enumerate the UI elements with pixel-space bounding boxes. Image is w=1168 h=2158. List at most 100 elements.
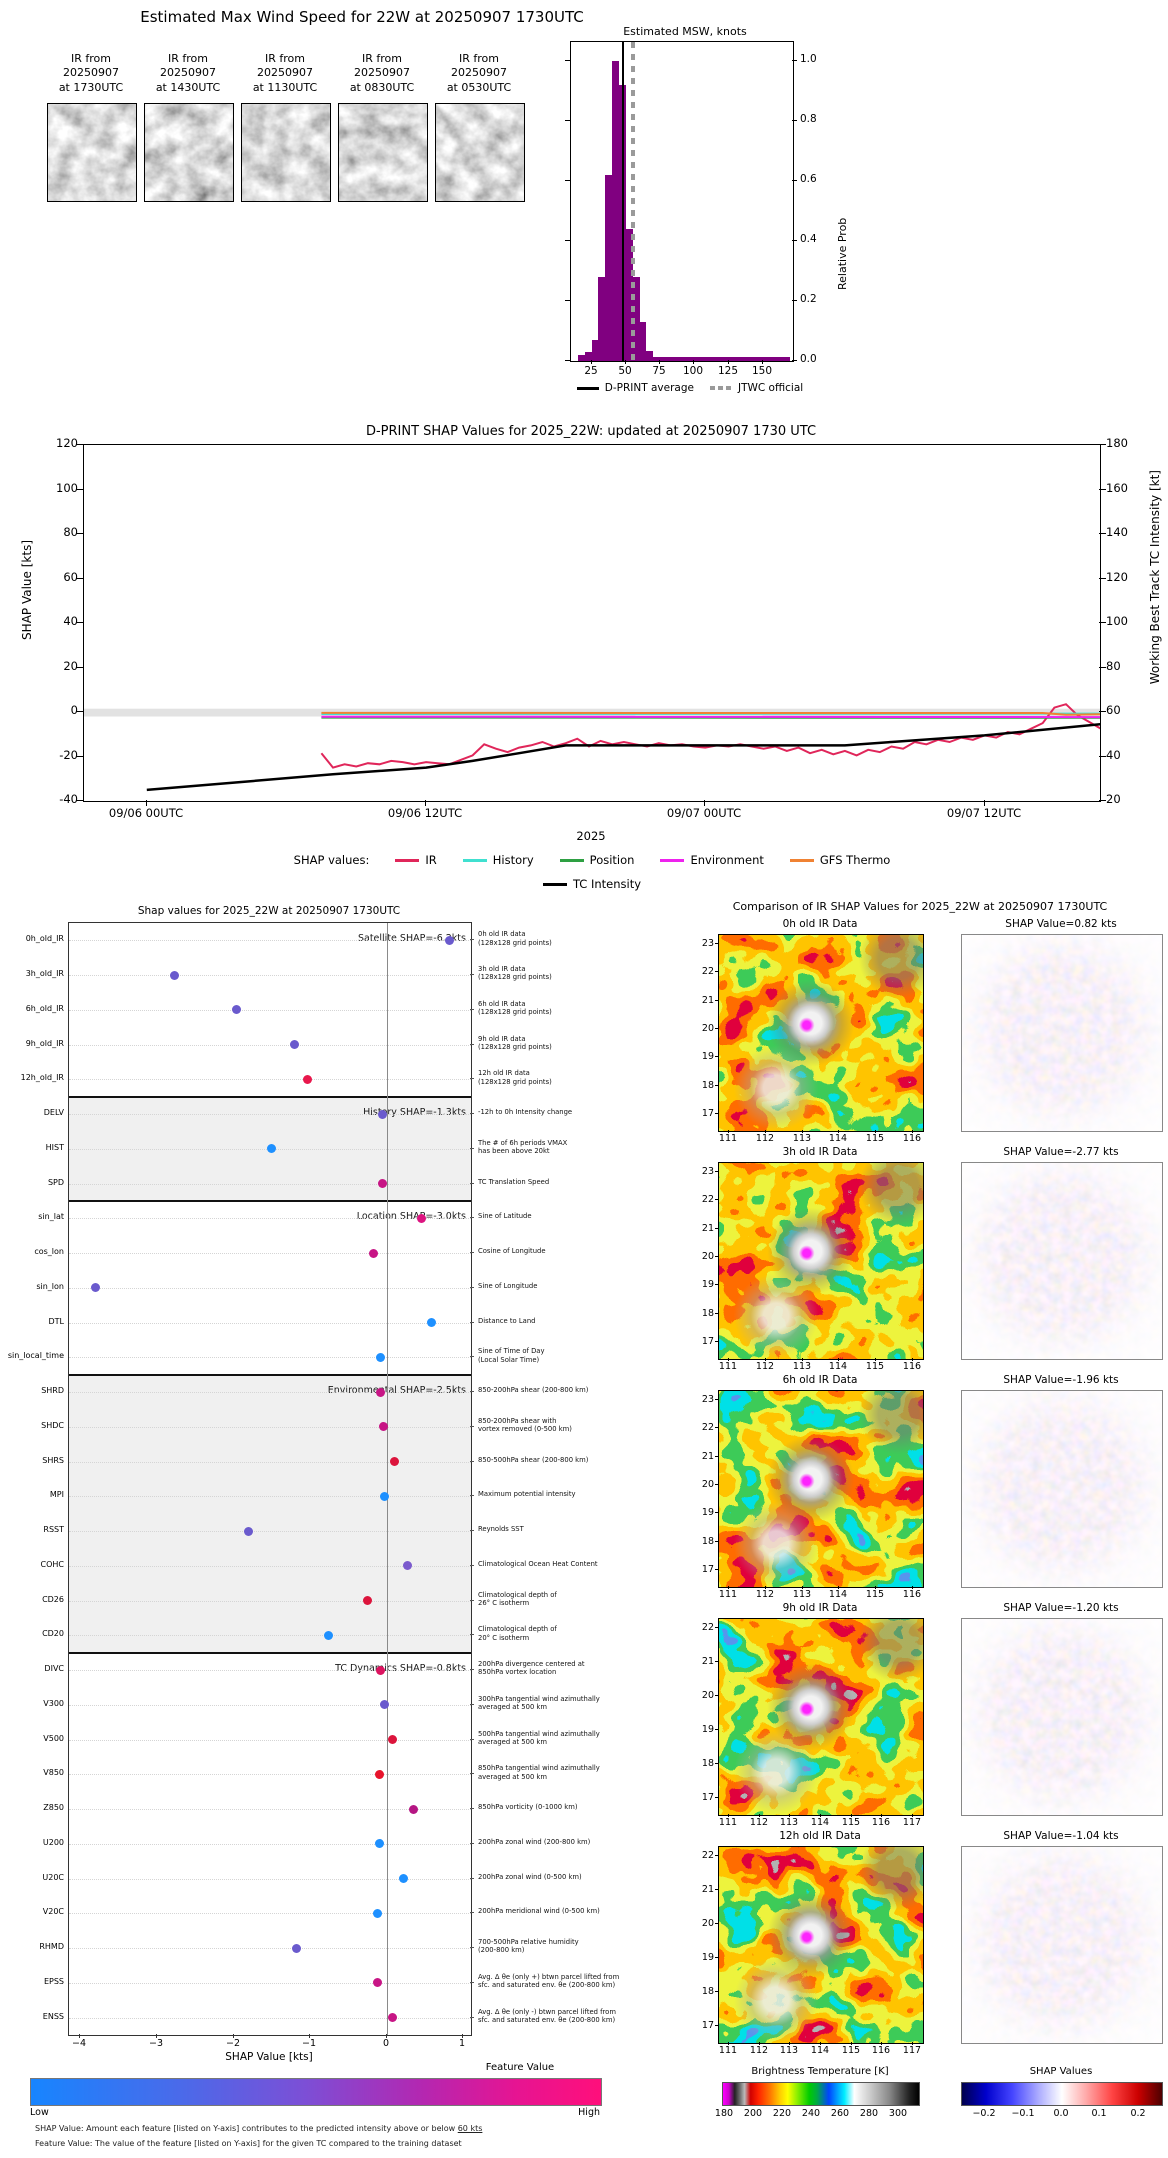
dotplot-xtick-mark	[156, 2034, 157, 2038]
feature-desc: 300hPa tangential wind azimuthally avera…	[478, 1694, 600, 1712]
map-xtick-mark	[912, 1814, 913, 1817]
feature-row-label: V850	[43, 1768, 64, 1778]
timeseries-ytick-mark	[76, 444, 83, 445]
brightness-colorbar-title: Brightness Temperature [K]	[751, 2066, 889, 2077]
timeseries-ytick-mark	[1099, 622, 1106, 623]
histogram-bar	[639, 322, 647, 361]
legend-item-environment: Environment	[660, 853, 764, 867]
dotplot-row-tick	[470, 1878, 474, 1879]
map-ytick-mark	[715, 1627, 719, 1628]
map-ytick-label: 19	[701, 1051, 714, 1062]
map-xtick-mark	[765, 1358, 766, 1361]
dotplot-row-tick	[470, 1148, 474, 1149]
map-xtick-mark	[820, 2042, 821, 2045]
dotplot-row-tick	[470, 974, 474, 975]
map-ytick-mark	[715, 1695, 719, 1696]
ir-map-title: 3h old IR Data	[782, 1146, 858, 1158]
feature-dot	[91, 1283, 101, 1293]
ir-thumbnail-label: IR from 20250907 at 1130UTC	[237, 52, 333, 95]
dotplot-row-tick	[470, 1600, 474, 1601]
timeseries-xtick-mark	[984, 800, 985, 806]
dotplot-row-tick	[470, 1634, 474, 1635]
map-ytick-mark	[715, 1085, 719, 1086]
feature-value-low-label: Low	[30, 2107, 49, 2118]
map-ytick-mark	[715, 1763, 719, 1764]
ir-map-title: 6h old IR Data	[782, 1374, 858, 1386]
shap-map-vignette	[962, 935, 1162, 1131]
timeseries-ytick-left-label: 0	[70, 703, 78, 717]
map-ytick-label: 17	[701, 1336, 714, 1347]
timeseries-canvas	[84, 703, 1102, 792]
histogram-xtick-mark	[591, 360, 592, 364]
feature-dot	[379, 1422, 389, 1432]
map-ytick-mark	[715, 1484, 719, 1485]
map-xtick-label: 116	[902, 1361, 922, 1372]
feature-dot	[426, 1318, 436, 1328]
dotplot-xtick-mark	[233, 2034, 234, 2038]
histogram-xtick-label: 75	[652, 365, 666, 377]
map-xtick-label: 111	[718, 2045, 738, 2056]
map-xtick-mark	[881, 1814, 882, 1817]
map-ytick-mark	[715, 1056, 719, 1057]
legend-item-jtwc-official: JTWC official	[710, 382, 803, 394]
legend-label: TC Intensity	[572, 877, 642, 891]
map-ytick-label: 17	[701, 1108, 714, 1119]
row-gridline	[69, 1982, 471, 1984]
gfs_thermo-series-line	[321, 711, 1101, 716]
line-swatch	[462, 858, 487, 862]
timeseries-xtick-label: 09/07 12UTC	[946, 806, 1022, 820]
ir-map-storm-overlay	[719, 1619, 923, 1815]
feature-row-label: V300	[43, 1698, 64, 1708]
map-ytick-label: 21	[701, 1451, 714, 1462]
row-gridline	[69, 1044, 471, 1046]
bt-colorbar-tick-label: 220	[772, 2108, 792, 2119]
legend-label: History	[492, 853, 534, 867]
dotplot-xtick-mark	[386, 2034, 387, 2038]
ir-thumbnail-label-line: at 0830UTC	[349, 80, 415, 94]
ir-thumbnail-label-line: IR from	[168, 52, 208, 65]
row-gridline	[69, 1461, 471, 1463]
map-ytick-label: 17	[701, 1564, 714, 1575]
feature-dot	[445, 935, 455, 945]
feature-dot	[324, 1630, 334, 1640]
shap-colorbar-title: SHAP Values	[1029, 2066, 1093, 2077]
line-swatch	[660, 858, 685, 862]
map-xtick-mark	[838, 1130, 839, 1133]
histogram-bar	[646, 350, 654, 361]
timeseries-ytick-left-label: 20	[63, 659, 78, 673]
timeseries-ytick-mark	[1099, 533, 1106, 534]
dotplot-xtick-mark	[309, 2034, 310, 2038]
feature-dot	[291, 1943, 301, 1953]
row-gridline	[69, 1670, 471, 1672]
map-ytick-label: 17	[701, 1792, 714, 1803]
ir-map-storm-overlay	[719, 1847, 923, 2043]
section-divider	[69, 1373, 471, 1376]
timeseries-ytick-mark	[1099, 578, 1106, 579]
feature-desc: 0h old IR data (128x128 grid points)	[478, 930, 552, 947]
timeseries-ylabel-left: SHAP Value [kts]	[20, 540, 34, 640]
timeseries-xtick-label: 09/06 00UTC	[108, 806, 184, 820]
ir-map-title: 0h old IR Data	[782, 918, 858, 930]
map-xtick-label: 113	[779, 1817, 799, 1828]
dotplot-row-tick	[470, 1669, 474, 1670]
map-ytick-mark	[715, 943, 719, 944]
row-gridline	[69, 1287, 471, 1289]
histogram-xtick-label: 125	[717, 365, 739, 377]
map-xtick-label: 114	[810, 2045, 830, 2056]
feature-dot	[373, 1908, 383, 1918]
map-ytick-mark	[715, 1797, 719, 1798]
feature-dot	[232, 1005, 242, 1015]
timeseries-ytick-mark	[76, 533, 83, 534]
feature-dot	[409, 1804, 419, 1814]
histogram-xtick-mark	[659, 360, 660, 364]
timeseries-xtick-mark	[704, 800, 705, 806]
feature-row-label: sin_lon	[36, 1281, 64, 1291]
feature-row-label: SHRS	[42, 1455, 64, 1465]
map-ytick-mark	[715, 1228, 719, 1229]
histogram-xtick-mark	[728, 360, 729, 364]
map-xtick-mark	[875, 1130, 876, 1133]
feature-row-label: U20C	[42, 1872, 64, 1882]
feature-desc: 9h old IR data (128x128 grid points)	[478, 1034, 552, 1051]
feature-dot	[302, 1074, 312, 1084]
ir-thumbnail-label: IR from 20250907 at 1430UTC	[140, 52, 236, 95]
